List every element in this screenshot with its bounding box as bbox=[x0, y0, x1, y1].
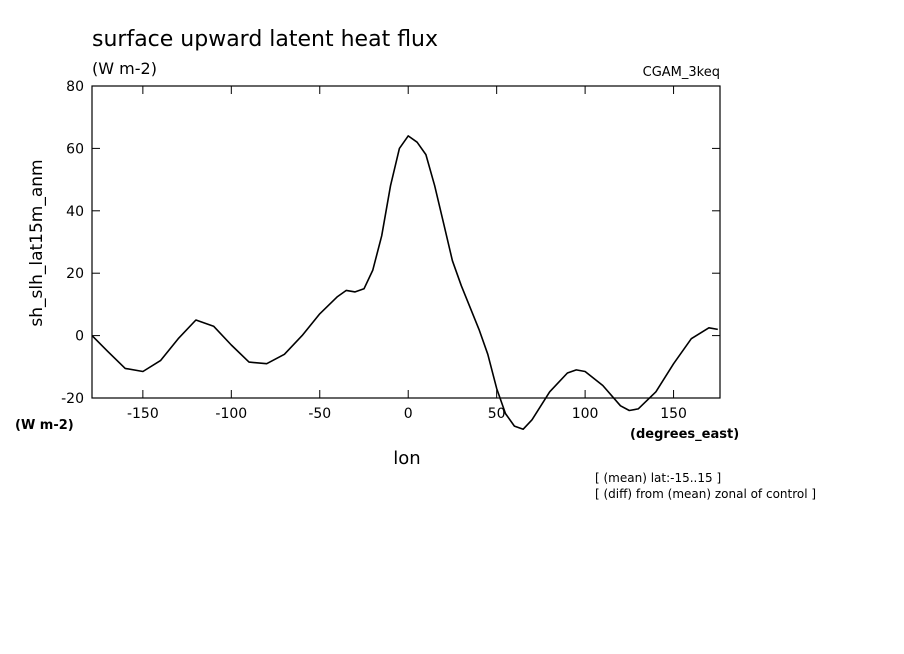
y-tick-label: 80 bbox=[66, 79, 84, 95]
y-axis-label: sh_slh_lat15m_anm bbox=[27, 159, 47, 326]
x-tick-label: 50 bbox=[488, 406, 506, 422]
y-tick-label: 20 bbox=[66, 266, 84, 282]
line-series bbox=[91, 135, 718, 430]
x-tick-label: 100 bbox=[572, 406, 599, 422]
x-tick-label: 150 bbox=[660, 406, 687, 422]
y-tick-label: 0 bbox=[75, 329, 84, 345]
plot-frame bbox=[91, 85, 721, 399]
note: [ (mean) lat:-15..15 ] bbox=[595, 471, 721, 485]
y-tick-label: 40 bbox=[66, 204, 84, 220]
chart-title: surface upward latent heat flux bbox=[92, 27, 438, 52]
x-tick-label: -150 bbox=[127, 406, 159, 422]
x-tick-label: -100 bbox=[215, 406, 247, 422]
model-label: CGAM_3keq bbox=[643, 65, 720, 80]
note: [ (diff) from (mean) zonal of control ] bbox=[595, 487, 816, 501]
x-unit: (degrees_east) bbox=[630, 427, 739, 442]
x-axis-label: lon bbox=[393, 448, 420, 469]
x-tick-label: -50 bbox=[308, 406, 331, 422]
chart-subtitle: (W m-2) bbox=[92, 59, 157, 78]
y-tick-label: 60 bbox=[66, 141, 84, 157]
x-tick-label: 0 bbox=[404, 406, 413, 422]
y-tick-label: -20 bbox=[61, 391, 84, 407]
y-unit: (W m-2) bbox=[15, 418, 74, 433]
